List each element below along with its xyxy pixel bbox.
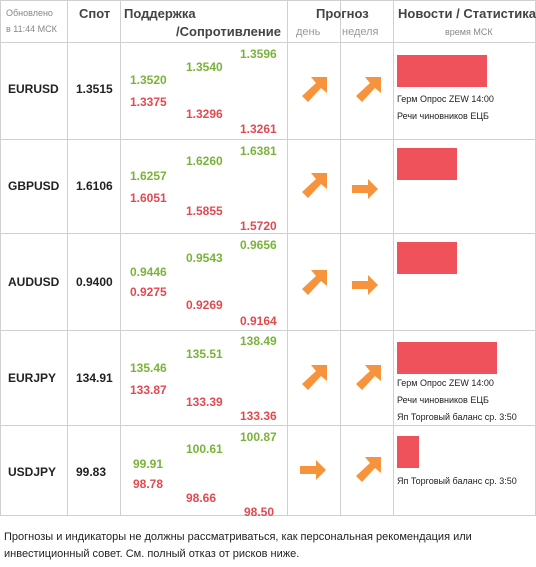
resistance-level-1: 0.9275 — [130, 285, 167, 299]
news-impact-bar — [397, 242, 457, 274]
grid-line — [0, 139, 536, 140]
resistance-level-3: 133.36 — [240, 409, 277, 423]
support-header: Поддержка — [124, 6, 196, 21]
spot-header: Спот — [79, 6, 111, 21]
news-item: Речи чиновников ЕЦБ — [397, 111, 489, 121]
resistance-header: /Сопротивление — [176, 24, 281, 39]
news-item: Герм Опрос ZEW 14:00 — [397, 378, 494, 388]
arrow-right-icon — [352, 179, 378, 199]
spot-value: 134.91 — [76, 371, 113, 385]
news-item: Герм Опрос ZEW 14:00 — [397, 94, 494, 104]
support-level-1: 135.46 — [130, 361, 167, 375]
spot-value: 1.6106 — [76, 179, 113, 193]
news-item: Речи чиновников ЕЦБ — [397, 395, 489, 405]
grid-line — [0, 425, 536, 426]
arrow-up-right-icon — [302, 77, 327, 102]
grid-line — [67, 0, 68, 516]
week-header: неделя — [342, 26, 379, 38]
support-level-2: 100.61 — [186, 442, 223, 456]
time-msk-label: время МСК — [445, 27, 493, 37]
support-level-3: 1.3596 — [240, 47, 277, 61]
support-level-3: 138.49 — [240, 334, 277, 348]
resistance-level-3: 0.9164 — [240, 314, 277, 328]
grid-line — [0, 0, 536, 1]
support-level-2: 135.51 — [186, 347, 223, 361]
resistance-level-3: 1.5720 — [240, 219, 277, 233]
arrow-up-right-icon — [356, 77, 381, 102]
arrow-up-right-icon — [356, 457, 381, 482]
support-level-2: 0.9543 — [186, 251, 223, 265]
grid-line — [0, 515, 536, 516]
support-level-1: 99.91 — [133, 457, 164, 471]
news-impact-bar — [397, 342, 497, 374]
support-level-3: 1.6381 — [240, 144, 277, 158]
resistance-level-2: 1.5855 — [186, 204, 223, 218]
disclaimer-line: инвестиционный совет. См. полный отказ о… — [4, 548, 300, 560]
resistance-level-2: 1.3296 — [186, 107, 223, 121]
news-item: Яп Торговый баланс ср. 3:50 — [397, 412, 517, 422]
news-impact-bar — [397, 55, 487, 87]
grid-line — [393, 0, 394, 516]
grid-line — [340, 0, 341, 516]
spot-value: 99.83 — [76, 465, 107, 479]
grid-line — [120, 0, 121, 516]
forecast-table: Обновлено в 11:44 МСК Спот Поддержка /Со… — [0, 0, 536, 519]
resistance-level-3: 98.50 — [244, 505, 275, 519]
support-level-2: 1.3540 — [186, 60, 223, 74]
pair-name: USDJPY — [8, 465, 57, 479]
arrow-up-right-icon — [302, 365, 327, 390]
grid-line — [0, 0, 1, 516]
arrow-up-right-icon — [302, 173, 327, 198]
resistance-level-2: 0.9269 — [186, 298, 223, 312]
forecast-header: Прогноз — [316, 6, 369, 21]
disclaimer: Прогнозы и индикаторы не должны рассматр… — [4, 529, 529, 563]
arrow-up-right-icon — [302, 270, 327, 295]
spot-value: 0.9400 — [76, 275, 113, 289]
disclaimer-line: Прогнозы и индикаторы не должны рассматр… — [4, 531, 472, 543]
resistance-level-1: 1.3375 — [130, 95, 167, 109]
grid-line — [0, 233, 536, 234]
grid-line — [0, 42, 536, 43]
resistance-level-2: 98.66 — [186, 491, 217, 505]
grid-line — [0, 330, 536, 331]
arrow-up-right-icon — [356, 365, 381, 390]
resistance-level-1: 98.78 — [133, 477, 164, 491]
grid-line — [287, 0, 288, 516]
news-impact-bar — [397, 436, 419, 468]
support-level-1: 1.6257 — [130, 169, 167, 183]
arrow-right-icon — [352, 275, 378, 295]
updated-label: Обновлено — [6, 8, 53, 18]
news-header: Новости / Статистика — [398, 6, 536, 21]
support-level-3: 100.87 — [240, 430, 277, 444]
arrow-right-icon — [300, 460, 326, 480]
resistance-level-1: 1.6051 — [130, 191, 167, 205]
pair-name: EURJPY — [8, 371, 57, 385]
pair-name: EURUSD — [8, 82, 59, 96]
support-level-1: 0.9446 — [130, 265, 167, 279]
news-impact-bar — [397, 148, 457, 180]
news-item: Яп Торговый баланс ср. 3:50 — [397, 476, 517, 486]
resistance-level-3: 1.3261 — [240, 122, 277, 136]
support-level-1: 1.3520 — [130, 73, 167, 87]
pair-name: AUDUSD — [8, 275, 60, 289]
resistance-level-2: 133.39 — [186, 395, 223, 409]
pair-name: GBPUSD — [8, 179, 60, 193]
support-level-2: 1.6260 — [186, 154, 223, 168]
updated-time: в 11:44 МСК — [6, 24, 57, 34]
support-level-3: 0.9656 — [240, 238, 277, 252]
resistance-level-1: 133.87 — [130, 383, 167, 397]
spot-value: 1.3515 — [76, 82, 113, 96]
day-header: день — [296, 26, 321, 38]
